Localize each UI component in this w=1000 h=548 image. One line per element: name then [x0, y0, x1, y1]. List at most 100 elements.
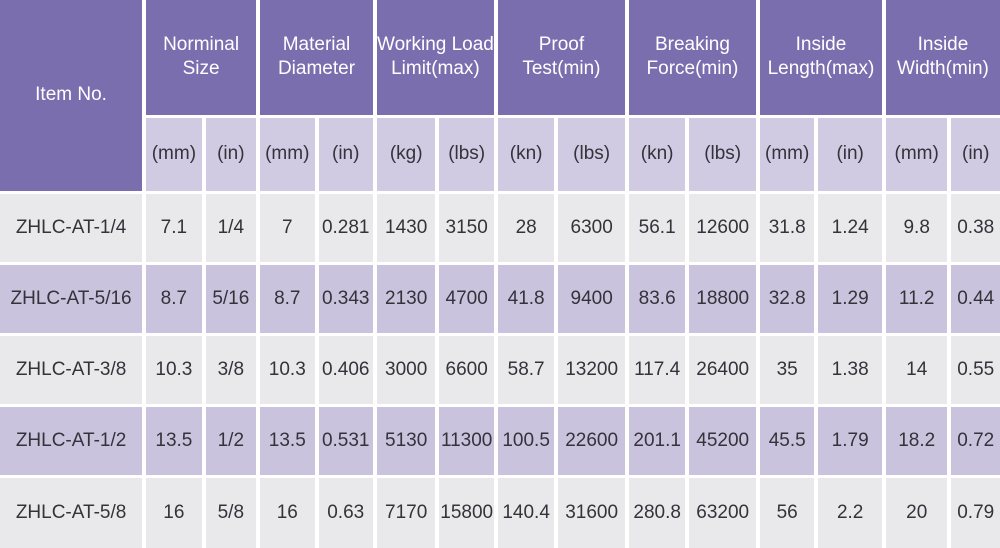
value-cell: 3150: [435, 190, 498, 265]
group-header-proof-test-min: Proof Test(min): [493, 0, 629, 118]
value-cell: 2130: [372, 261, 440, 336]
value-cell: 0.44: [947, 261, 1000, 336]
value-cell: 9.8: [881, 190, 952, 265]
value-cell: 13.5: [256, 404, 319, 479]
value-cell: 63200: [685, 475, 760, 548]
group-header-inside-width-min: Inside Width(min): [881, 0, 1000, 118]
value-cell: 16: [142, 475, 206, 548]
group-header-norminal-size: Norminal Size: [142, 0, 261, 118]
table-row: ZHLC-AT-1/4 7.1 1/4 7 0.281 1430 3150 28 6300 56.…: [0, 190, 1000, 265]
value-cell: 6300: [554, 190, 629, 265]
item-no-cell: ZHLC-AT-5/8: [0, 475, 147, 548]
value-cell: 10.3: [256, 332, 319, 408]
value-cell: 31.8: [755, 190, 819, 265]
value-cell: 14: [881, 332, 952, 408]
table-row: ZHLC-AT-5/16 8.7 5/16 8.7 0.343 2130 4700 41.8 9…: [0, 261, 1000, 336]
value-cell: 18.2: [881, 404, 952, 479]
value-cell: 1.24: [814, 190, 886, 265]
value-cell: 0.531: [314, 404, 377, 479]
unit-cell: (mm): [256, 114, 319, 194]
value-cell: 31600: [554, 475, 629, 548]
value-cell: 18800: [685, 261, 760, 336]
value-cell: 140.4: [493, 475, 559, 548]
value-cell: 41.8: [493, 261, 559, 336]
value-cell: 35: [755, 332, 819, 408]
table-header: Item No. Norminal Size Material Diameter W…: [0, 0, 1000, 194]
value-cell: 1.38: [814, 332, 886, 408]
group-header-inside-length-max: Inside Length(max): [755, 0, 886, 118]
value-cell: 3/8: [201, 332, 261, 408]
value-cell: 5130: [372, 404, 440, 479]
value-cell: 32.8: [755, 261, 819, 336]
value-cell: 3000: [372, 332, 440, 408]
group-header-breaking-force-min: Breaking Force(min): [624, 0, 760, 118]
value-cell: 7: [256, 190, 319, 265]
value-cell: 1.79: [814, 404, 886, 479]
value-cell: 26400: [685, 332, 760, 408]
value-cell: 58.7: [493, 332, 559, 408]
value-cell: 45.5: [755, 404, 819, 479]
value-cell: 28: [493, 190, 559, 265]
item-no-header: Item No.: [0, 0, 147, 194]
group-header-material-diameter: Material Diameter: [256, 0, 377, 118]
unit-cell: (kg): [372, 114, 440, 194]
value-cell: 117.4: [624, 332, 690, 408]
value-cell: 11300: [435, 404, 498, 479]
item-no-cell: ZHLC-AT-1/4: [0, 190, 147, 265]
table-row: ZHLC-AT-1/2 13.5 1/2 13.5 0.531 5130 11300 100.…: [0, 404, 1000, 479]
value-cell: 11.2: [881, 261, 952, 336]
value-cell: 0.281: [314, 190, 377, 265]
table-body: ZHLC-AT-1/4 7.1 1/4 7 0.281 1430 3150 28 6300 56.…: [0, 190, 1000, 548]
table-row: ZHLC-AT-3/8 10.3 3/8 10.3 0.406 3000 6600 58.7 1…: [0, 332, 1000, 408]
value-cell: 280.8: [624, 475, 690, 548]
value-cell: 5/16: [201, 261, 261, 336]
value-cell: 0.343: [314, 261, 377, 336]
value-cell: 100.5: [493, 404, 559, 479]
value-cell: 201.1: [624, 404, 690, 479]
value-cell: 10.3: [142, 332, 206, 408]
value-cell: 0.38: [947, 190, 1000, 265]
value-cell: 16: [256, 475, 319, 548]
unit-cell: (lbs): [685, 114, 760, 194]
value-cell: 0.72: [947, 404, 1000, 479]
item-no-cell: ZHLC-AT-5/16: [0, 261, 147, 336]
item-no-cell: ZHLC-AT-3/8: [0, 332, 147, 408]
table-row: ZHLC-AT-5/8 16 5/8 16 0.63 7170 15800 140.4 3160…: [0, 475, 1000, 548]
value-cell: 0.79: [947, 475, 1000, 548]
unit-cell: (in): [314, 114, 377, 194]
unit-cell: (mm): [881, 114, 952, 194]
value-cell: 56.1: [624, 190, 690, 265]
unit-cell: (in): [201, 114, 261, 194]
value-cell: 1/2: [201, 404, 261, 479]
value-cell: 1/4: [201, 190, 261, 265]
value-cell: 12600: [685, 190, 760, 265]
value-cell: 9400: [554, 261, 629, 336]
value-cell: 7.1: [142, 190, 206, 265]
value-cell: 56: [755, 475, 819, 548]
group-header-working-load-limit-max: Working Load Limit(max): [372, 0, 498, 118]
value-cell: 0.63: [314, 475, 377, 548]
value-cell: 5/8: [201, 475, 261, 548]
value-cell: 20: [881, 475, 952, 548]
unit-cell: (in): [814, 114, 886, 194]
unit-cell: (mm): [142, 114, 206, 194]
value-cell: 4700: [435, 261, 498, 336]
unit-cell: (lbs): [554, 114, 629, 194]
value-cell: 6600: [435, 332, 498, 408]
item-no-cell: ZHLC-AT-1/2: [0, 404, 147, 479]
value-cell: 2.2: [814, 475, 886, 548]
unit-cell: (mm): [755, 114, 819, 194]
value-cell: 45200: [685, 404, 760, 479]
value-cell: 8.7: [142, 261, 206, 336]
value-cell: 1.29: [814, 261, 886, 336]
value-cell: 13200: [554, 332, 629, 408]
value-cell: 83.6: [624, 261, 690, 336]
unit-cell: (kn): [624, 114, 690, 194]
unit-cell: (in): [947, 114, 1000, 194]
value-cell: 0.406: [314, 332, 377, 408]
value-cell: 1430: [372, 190, 440, 265]
unit-cell: (kn): [493, 114, 559, 194]
value-cell: 7170: [372, 475, 440, 548]
value-cell: 22600: [554, 404, 629, 479]
